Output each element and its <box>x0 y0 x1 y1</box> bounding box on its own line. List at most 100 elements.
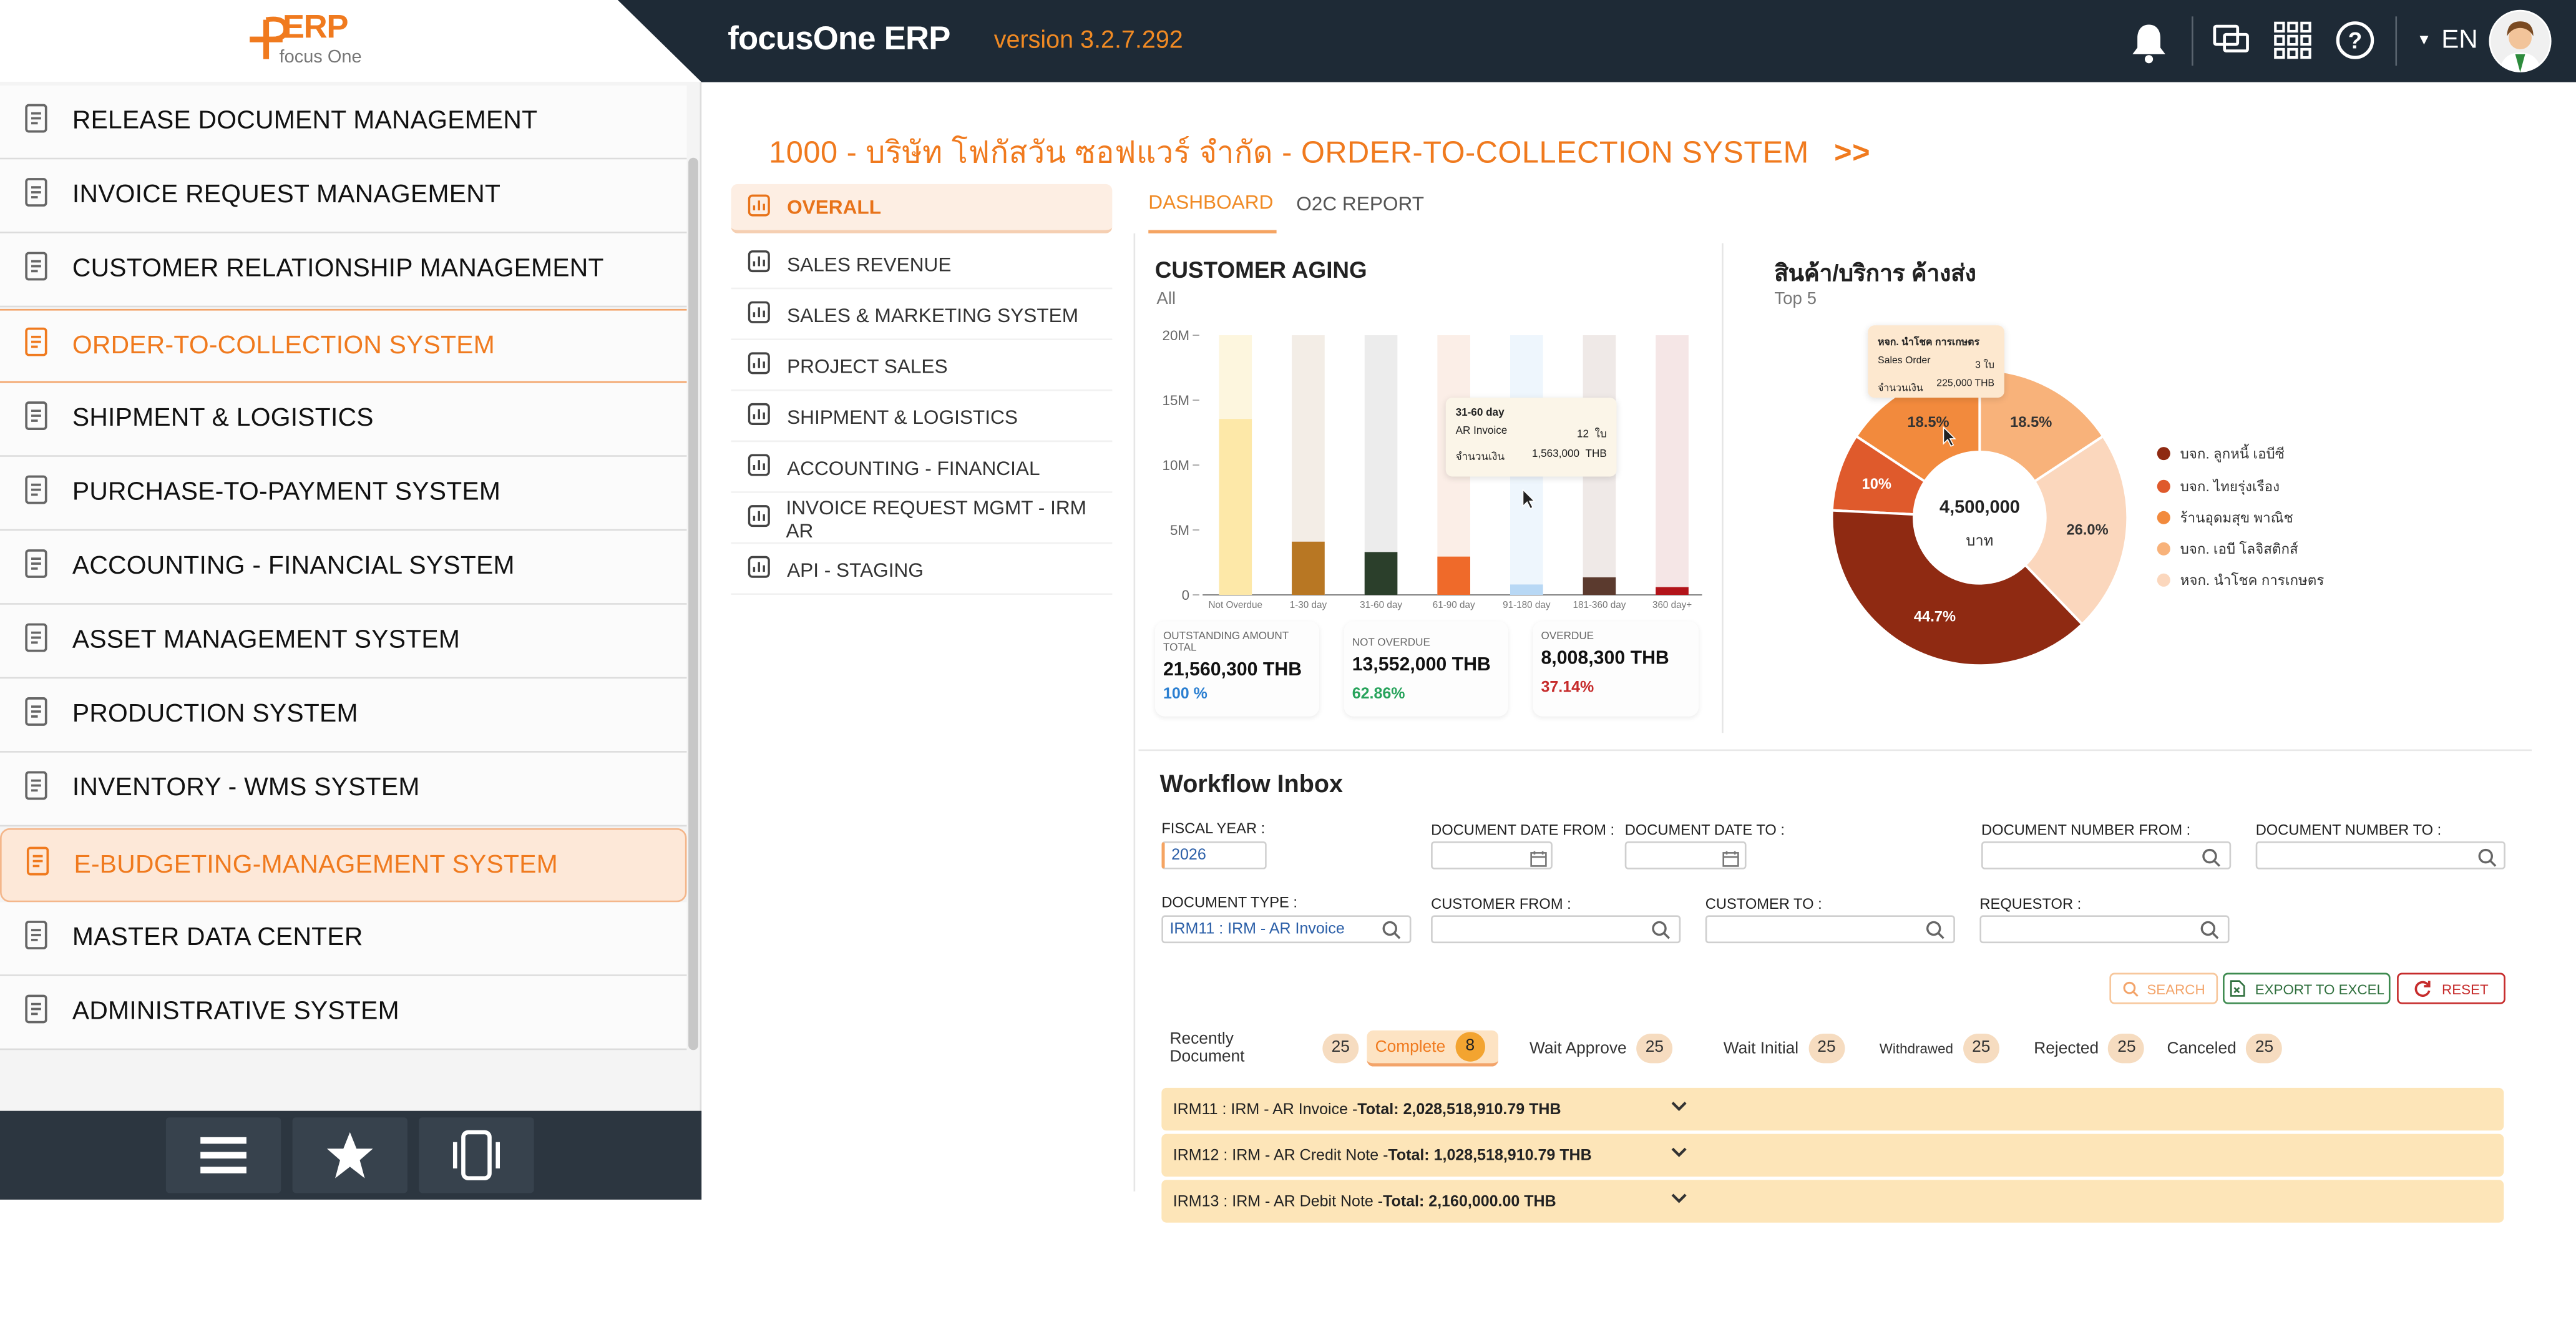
calendar-icon[interactable] <box>1722 846 1740 876</box>
aging-bar[interactable] <box>1292 541 1325 595</box>
customer-from-input[interactable] <box>1431 915 1681 944</box>
sidebar-item-shipment-logistics[interactable]: SHIPMENT & LOGISTICS <box>0 383 687 457</box>
aging-bar[interactable] <box>1219 419 1252 595</box>
sidebar-item-label: SHIPMENT & LOGISTICS <box>72 404 374 433</box>
chevron-down-icon[interactable] <box>1671 1145 1687 1163</box>
aging-bar[interactable] <box>1656 587 1689 595</box>
status-tab-recently-document[interactable]: Recently Document 25 <box>1161 1031 1359 1067</box>
workflow-group-row[interactable]: IRM11 : IRM - AR Invoice - Total: 2,028,… <box>1161 1087 2504 1131</box>
sidebar-item-order-to-collection-system[interactable]: ORDER-TO-COLLECTION SYSTEM <box>0 308 687 383</box>
aging-tooltip-value1: 12 <box>1576 429 1589 441</box>
submenu-item-sales-revenue[interactable]: SALES REVENUE <box>731 240 1113 290</box>
workflow-group-row[interactable]: IRM13 : IRM - AR Debit Note - Total: 2,1… <box>1161 1180 2504 1223</box>
status-tab-wait-initial[interactable]: Wait Initial 25 <box>1715 1031 1860 1067</box>
search-button[interactable]: SEARCH <box>2109 972 2218 1004</box>
legend-swatch <box>2157 573 2170 587</box>
invoice-icon <box>0 174 72 218</box>
status-tab-canceled[interactable]: Canceled 25 <box>2159 1031 2286 1067</box>
sidebar-item-e-budgeting-management-system[interactable]: E-BUDGETING-MANAGEMENT SYSTEM <box>0 828 687 903</box>
submenu-item-api-staging[interactable]: API - STAGING <box>731 546 1113 595</box>
doc-number-to-input[interactable] <box>2255 841 2505 869</box>
chat-icon[interactable] <box>2210 20 2252 67</box>
chart-up-icon <box>731 350 788 381</box>
mobile-device-icon[interactable] <box>419 1117 534 1193</box>
status-count-badge: 25 <box>1808 1033 1845 1064</box>
requestor-input[interactable] <box>1979 915 2230 944</box>
submenu-item-label: SHIPMENT & LOGISTICS <box>787 404 1018 428</box>
app-grid-icon[interactable] <box>2270 20 2313 67</box>
doc-number-from-input[interactable] <box>1981 841 2232 869</box>
document-type-input[interactable]: IRM11 : IRM - AR Invoice <box>1161 915 1412 944</box>
aging-bar[interactable] <box>1437 556 1471 595</box>
submenu-item-shipment-logistics[interactable]: SHIPMENT & LOGISTICS <box>731 393 1113 443</box>
reset-button-label: RESET <box>2442 980 2489 997</box>
status-tab-withdrawed[interactable]: Withdrawed 25 <box>1871 1031 2016 1067</box>
tab-dashboard[interactable]: DASHBOARD <box>1148 190 1274 214</box>
sidebar-item-asset-management-system[interactable]: ASSET MANAGEMENT SYSTEM <box>0 604 687 679</box>
submenu-item-sales-marketing-system[interactable]: SALES & MARKETING SYSTEM <box>731 291 1113 340</box>
legend-swatch <box>2157 511 2170 524</box>
sidebar-bottom-bar <box>0 1110 702 1200</box>
sidebar-item-inventory-wms-system[interactable]: INVENTORY - WMS SYSTEM <box>0 752 687 827</box>
legend-swatch <box>2157 479 2170 493</box>
doc-date-from-label: DOCUMENT DATE FROM : <box>1431 821 1615 838</box>
legend-item[interactable]: บจก. ไทยรุ่งเรือง <box>2157 475 2280 498</box>
status-tab-rejected[interactable]: Rejected 25 <box>2026 1031 2147 1067</box>
doc-date-from-input[interactable] <box>1431 841 1553 869</box>
submenu-item-label: PROJECT SALES <box>787 354 948 378</box>
sidebar-item-purchase-to-payment-system[interactable]: PURCHASE-TO-PAYMENT SYSTEM <box>0 456 687 531</box>
tab-o2c-report[interactable]: O2C REPORT <box>1296 192 1425 215</box>
sidebar-item-customer-relationship-management[interactable]: CUSTOMER RELATIONSHIP MANAGEMENT <box>0 233 687 308</box>
export-excel-button[interactable]: EXPORT TO EXCEL <box>2223 972 2391 1004</box>
submenu-item-project-sales[interactable]: PROJECT SALES <box>731 342 1113 391</box>
fiscal-year-input[interactable]: 2026 <box>1161 841 1267 869</box>
legend-item[interactable]: บจก. เอบี โลจิสติกส์ <box>2157 537 2298 561</box>
favorite-star-icon[interactable] <box>292 1117 407 1193</box>
status-tab-wait-approve[interactable]: Wait Approve 25 <box>1521 1031 1705 1067</box>
search-icon[interactable] <box>2200 919 2220 948</box>
language-dropdown-arrow-icon[interactable]: ▼ <box>2416 31 2432 48</box>
chevron-down-icon[interactable] <box>1671 1192 1687 1210</box>
logo-mark-icon <box>250 16 289 59</box>
sidebar-item-release-document-management[interactable]: RELEASE DOCUMENT MANAGEMENT <box>0 85 687 160</box>
legend-item[interactable]: บจก. ลูกหนี้ เอบีซี <box>2157 442 2285 465</box>
legend-item[interactable]: ร้านอุดมสุข พาณิช <box>2157 506 2293 529</box>
chevron-down-icon[interactable] <box>1671 1099 1687 1117</box>
user-avatar[interactable] <box>2489 9 2552 72</box>
menu-icon[interactable] <box>165 1117 281 1193</box>
help-icon[interactable]: ? <box>2333 20 2375 69</box>
sidebar-item-accounting-financial-system[interactable]: ACCOUNTING - FINANCIAL SYSTEM <box>0 531 687 605</box>
search-icon[interactable] <box>2202 846 2222 876</box>
legend-item[interactable]: หจก. นำโชค การเกษตร <box>2157 569 2324 592</box>
sidebar-item-invoice-request-management[interactable]: INVOICE REQUEST MANAGEMENT <box>0 159 687 233</box>
version-label: version 3.2.7.292 <box>993 26 1183 54</box>
bell-icon[interactable] <box>2127 21 2170 72</box>
customer-to-input[interactable] <box>1705 915 1955 944</box>
calendar-icon[interactable] <box>1530 846 1548 876</box>
search-icon[interactable] <box>1926 919 1946 948</box>
sidebar-scrollbar[interactable] <box>688 157 698 1051</box>
y-tick-label: 10M <box>1163 458 1190 473</box>
aging-bar[interactable] <box>1364 552 1398 595</box>
language-selector[interactable]: EN <box>2441 26 2478 54</box>
sidebar-item-production-system[interactable]: PRODUCTION SYSTEM <box>0 678 687 753</box>
doc-date-to-input[interactable] <box>1624 841 1747 869</box>
kpi-value: 21,560,300 THB <box>1163 660 1302 680</box>
pie-tooltip-value1: 3 ใบ <box>1975 361 1995 371</box>
search-icon[interactable] <box>2477 846 2497 876</box>
sidebar-item-master-data-center[interactable]: MASTER DATA CENTER <box>0 902 687 976</box>
submenu-item-invoice-request-mgmt-irm-ar[interactable]: INVOICE REQUEST MGMT - IRM AR <box>731 494 1113 544</box>
search-icon[interactable] <box>1382 919 1402 948</box>
search-icon[interactable] <box>1651 919 1671 948</box>
pie-tooltip-row2: จำนวนเงิน 225,000 THB <box>1878 380 1994 396</box>
aging-bar[interactable] <box>1510 584 1543 595</box>
app-logo[interactable] <box>243 10 378 72</box>
page-title-arrow[interactable]: >> <box>1834 134 1871 170</box>
sidebar-item-administrative-system[interactable]: ADMINISTRATIVE SYSTEM <box>0 976 687 1051</box>
reset-button[interactable]: RESET <box>2397 972 2505 1004</box>
workflow-group-row[interactable]: IRM12 : IRM - AR Credit Note - Total: 1,… <box>1161 1134 2504 1177</box>
submenu-item-accounting-financial[interactable]: ACCOUNTING - FINANCIAL <box>731 444 1113 493</box>
submenu-item-overall[interactable]: OVERALL <box>731 184 1113 233</box>
aging-bar[interactable] <box>1583 577 1616 595</box>
status-tab-complete[interactable]: Complete 8 <box>1367 1030 1499 1067</box>
